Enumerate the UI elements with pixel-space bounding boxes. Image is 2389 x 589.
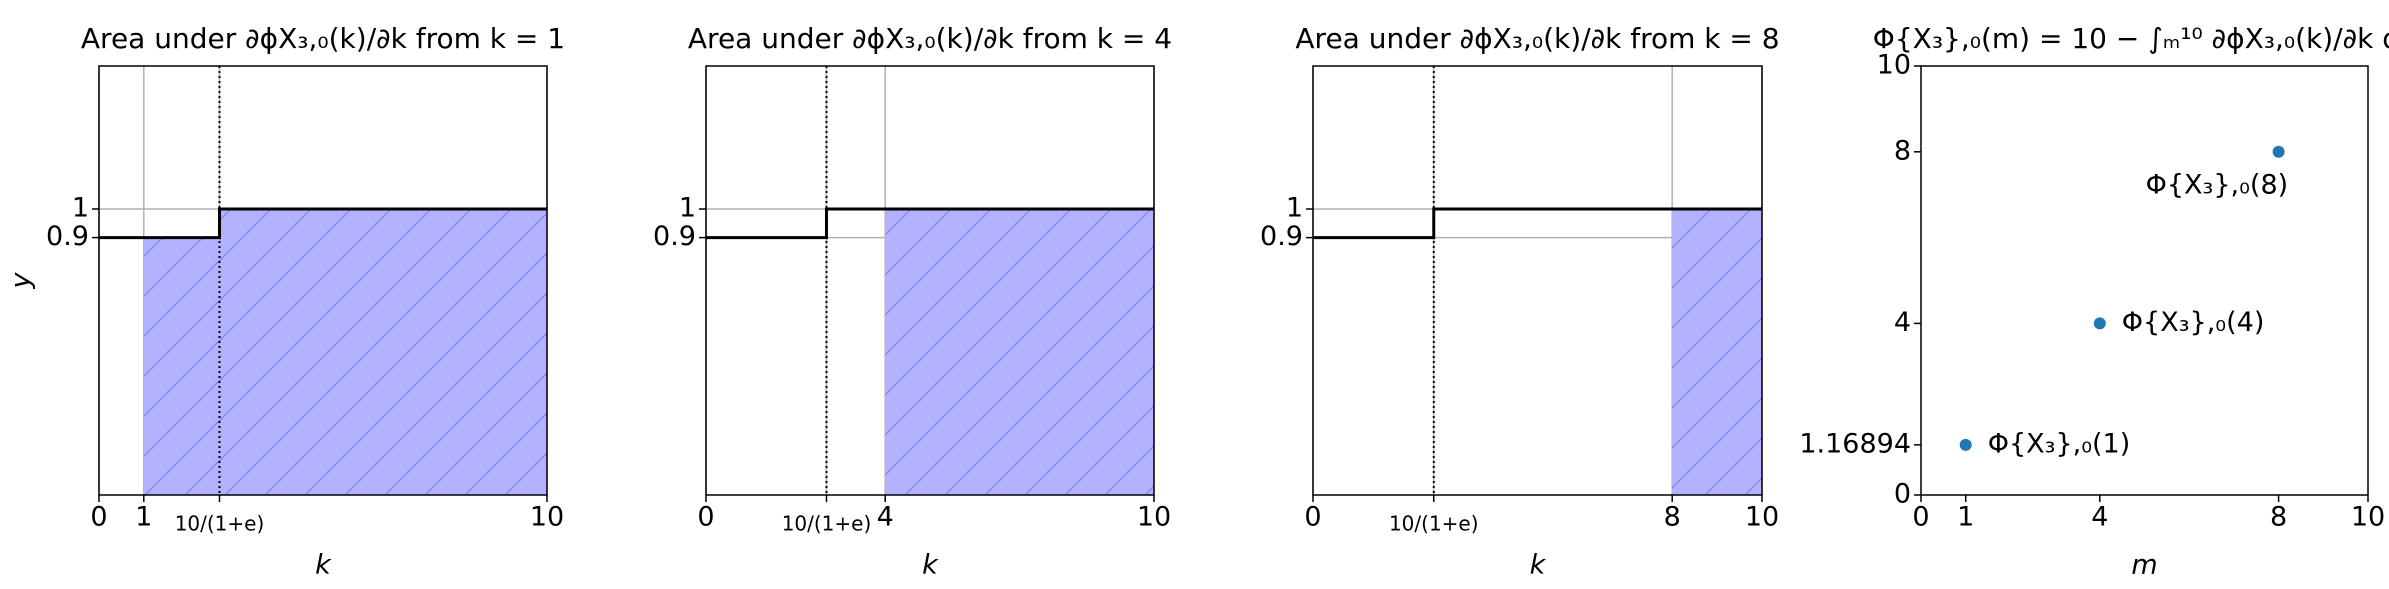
- x-tick-label: 10/(1+e): [175, 512, 265, 536]
- y-tick-label: 0.9: [46, 221, 89, 252]
- x-tick-label: 10: [1745, 502, 1779, 533]
- y-tick-label: 10: [1877, 50, 1911, 81]
- axes-frame: [98, 65, 548, 496]
- x-tick-label: 10/(1+e): [782, 512, 872, 536]
- shaded-area: [143, 209, 548, 495]
- y-axis-label: y: [6, 271, 37, 289]
- x-tick-label: 1: [135, 502, 152, 533]
- chart-title: Area under ∂ϕX₃,₀(k)/∂k from k = 4: [688, 22, 1172, 55]
- step-line: [1313, 207, 1762, 240]
- point: [2093, 317, 2106, 330]
- chart-title: Area under ∂ϕX₃,₀(k)/∂k from k = 1: [81, 22, 565, 55]
- x-tick-label: 0: [1912, 502, 1929, 533]
- y-tick-label: 4: [1894, 307, 1911, 338]
- x-tick-label: 10: [2351, 502, 2385, 533]
- x-tick-label: 8: [2270, 502, 2287, 533]
- x-axis-label: k: [1530, 550, 1547, 581]
- x-tick-label: 0: [1304, 502, 1321, 533]
- y-tick-label: 0.9: [653, 221, 696, 252]
- x-axis-label: k: [922, 550, 939, 581]
- step-line: [706, 207, 1154, 240]
- shaded-area: [885, 209, 1154, 495]
- point: [2272, 145, 2285, 158]
- shaded-area: [1672, 209, 1762, 495]
- x-tick-label: 10: [1137, 502, 1171, 533]
- x-axis-label: m: [2131, 550, 2157, 581]
- y-tick-label: 1.16894: [1799, 428, 1911, 459]
- x-tick-label: 4: [2091, 502, 2108, 533]
- x-tick-label: 10: [530, 502, 564, 533]
- axes-frame: [705, 65, 1155, 496]
- y-tick-label: 0.9: [1260, 221, 1303, 252]
- step-line: [99, 207, 547, 240]
- chart-title: Area under ∂ϕX₃,₀(k)/∂k from k = 8: [1295, 22, 1779, 55]
- axes-frame: [1920, 65, 2369, 496]
- y-tick-label: 1: [1286, 193, 1303, 224]
- point-label: Φ{X₃},₀(1): [1988, 428, 2131, 459]
- axes-frame: [1312, 65, 1763, 496]
- chart-title: Φ{X₃},₀(m) = 10 − ∫ₘ¹⁰ ∂ϕX₃,₀(k)/∂k dk: [1873, 22, 2389, 55]
- point-label: Φ{X₃},₀(8): [2146, 169, 2289, 200]
- y-tick-label: 1: [72, 193, 89, 224]
- x-tick-label: 10/(1+e): [1389, 512, 1479, 536]
- x-tick-label: 8: [1664, 502, 1681, 533]
- x-tick-label: 0: [90, 502, 107, 533]
- point-label: Φ{X₃},₀(4): [2122, 307, 2265, 338]
- y-tick-label: 1: [679, 193, 696, 224]
- x-axis-label: k: [315, 550, 332, 581]
- x-tick-label: 1: [1957, 502, 1974, 533]
- x-tick-label: 4: [877, 502, 894, 533]
- point: [1959, 438, 1972, 451]
- y-tick-label: 0: [1894, 479, 1911, 510]
- y-tick-label: 8: [1894, 135, 1911, 166]
- x-tick-label: 0: [697, 502, 714, 533]
